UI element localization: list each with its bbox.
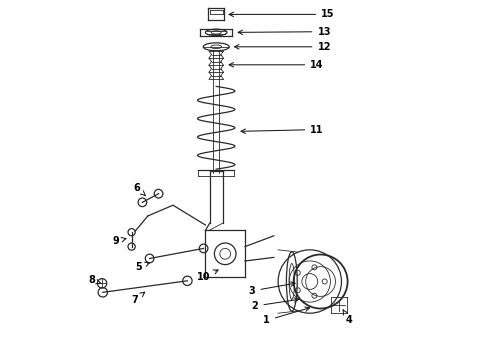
Text: 10: 10 — [197, 270, 218, 282]
Text: 8: 8 — [89, 275, 101, 285]
Text: 3: 3 — [249, 282, 295, 296]
Text: 5: 5 — [135, 262, 149, 272]
Text: 13: 13 — [238, 27, 331, 37]
Text: 12: 12 — [235, 42, 331, 52]
Text: 9: 9 — [112, 236, 126, 246]
Text: 2: 2 — [252, 298, 299, 311]
Text: 7: 7 — [132, 292, 145, 305]
Text: 15: 15 — [229, 9, 335, 19]
Text: 14: 14 — [229, 60, 324, 70]
Text: 6: 6 — [134, 183, 146, 195]
Text: 4: 4 — [343, 310, 353, 325]
Text: 11: 11 — [241, 125, 324, 135]
Text: 1: 1 — [263, 307, 310, 325]
